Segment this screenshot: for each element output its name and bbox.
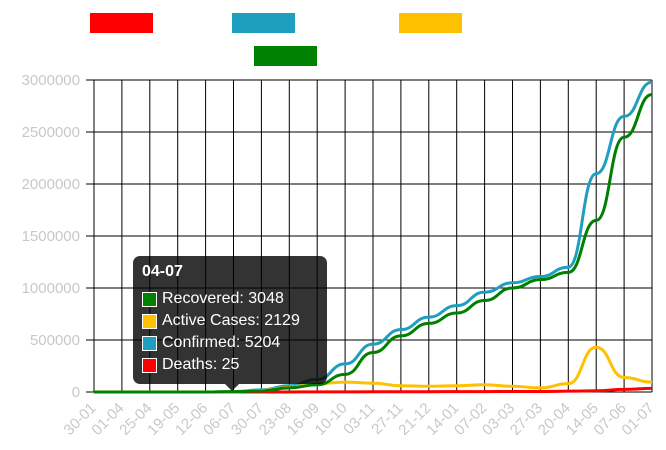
series-lines	[94, 80, 653, 394]
legend-swatch-active[interactable]	[399, 13, 462, 33]
y-axis-ticks: 3000000 2500000 2000000 1500000 1000000 50000…	[22, 72, 80, 401]
x-tick-label: 03-11	[340, 400, 378, 438]
tooltip-swatch-active	[142, 313, 157, 329]
tooltip-label-recovered: Recovered: 3048	[162, 290, 284, 307]
tooltip-row-deaths: Deaths: 25	[142, 355, 239, 375]
tooltip-pointer	[225, 384, 239, 391]
x-tick-label: 10-10	[312, 400, 351, 439]
legend-swatch-recovered[interactable]	[254, 46, 317, 66]
tooltip-row-active: Active Cases: 2129	[142, 311, 300, 331]
tooltip-swatch-confirmed	[142, 335, 157, 351]
tooltip-title: 04-07	[142, 263, 183, 280]
tooltip-swatch-recovered	[142, 291, 157, 307]
legend-swatch-deaths[interactable]	[90, 13, 153, 33]
y-tick-label: 3000000	[22, 72, 80, 89]
tooltip-label-confirmed: Confirmed: 5204	[162, 334, 281, 351]
y-tick-label: 500000	[30, 332, 80, 349]
tooltip-row-confirmed: Confirmed: 5204	[142, 333, 280, 353]
x-axis-ticks: 30-0101-0425-0419-0512-0606-0730-0723-08…	[60, 400, 657, 439]
y-tick-label: 2500000	[22, 124, 80, 141]
series-line-recovered	[94, 93, 653, 394]
x-tick-label: 01-07	[618, 400, 657, 439]
tooltip-swatch-deaths	[142, 357, 157, 373]
y-tick-label: 2000000	[22, 176, 80, 193]
tooltip-label-active: Active Cases: 2129	[162, 312, 300, 329]
y-tick-label: 0	[72, 384, 80, 401]
tooltip-label-deaths: Deaths: 25	[162, 356, 240, 373]
legend-swatch-confirmed[interactable]	[232, 13, 295, 33]
tooltip: 04-07 Recovered: 3048 Active Cases: 2129…	[133, 256, 327, 384]
y-tick-label: 1500000	[22, 228, 80, 245]
tooltip-row-recovered: Recovered: 3048	[142, 289, 284, 309]
y-tick-label: 1000000	[22, 280, 80, 297]
